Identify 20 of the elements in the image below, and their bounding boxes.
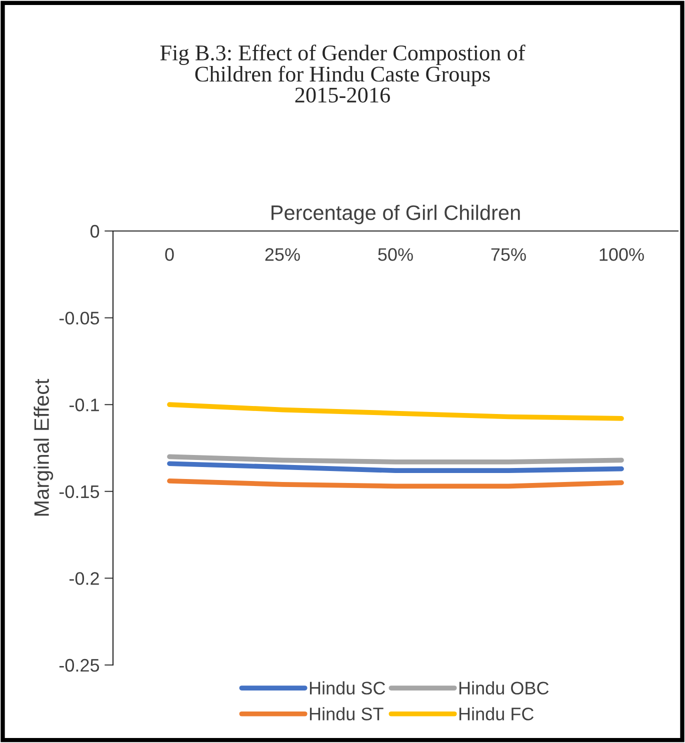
y-tick-label: -0.1 [70, 398, 99, 412]
legend-label: Hindu OBC [459, 681, 549, 695]
legend-label: Hindu SC [310, 681, 386, 695]
y-tick-label: -0.05 [59, 312, 100, 325]
y-tick-label: -0.15 [59, 485, 100, 498]
x-tick-label: 100% [600, 248, 644, 261]
line-series [167, 461, 624, 473]
x-tick-label: 25% [265, 248, 300, 261]
chart-title: Fig B.3: Effect of Gender Compostion of Children for Hindu Caste Groups 2015-2016 [160, 44, 526, 103]
x-tick-label: 50% [378, 248, 413, 261]
line-series [167, 402, 624, 421]
y-tick-label: -0.25 [59, 658, 100, 672]
y-tick-label: -0.2 [70, 572, 99, 585]
legend-label: Hindu FC [459, 707, 534, 720]
y-tick-label: 0 [90, 224, 100, 238]
x-tick-label: 75% [491, 248, 526, 261]
legend-label: Hindu ST [310, 707, 384, 720]
y-axis-title: Marginal Effect [34, 378, 54, 516]
x-axis-title: Percentage of Girl Children [272, 204, 520, 224]
x-tick-label: 0 [165, 248, 174, 261]
